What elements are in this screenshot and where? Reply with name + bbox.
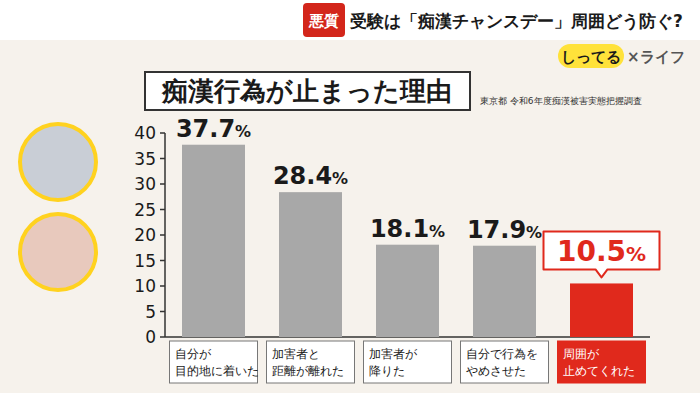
y-tick-label: 15	[134, 251, 156, 271]
category-label: 自分で行為をやめさせた	[466, 347, 538, 378]
category-line: 止めてくれた	[563, 364, 635, 378]
background	[0, 0, 700, 393]
header-band	[0, 0, 700, 40]
category-label: 加害者と距離が離れた	[272, 347, 344, 378]
bar	[279, 192, 342, 337]
category-label: 加害者が降りた	[369, 347, 418, 378]
category-box	[558, 341, 646, 383]
bars	[182, 145, 633, 337]
category-label: 自分が目的地に着いた	[175, 347, 259, 378]
data-label-number: 17.9	[467, 216, 526, 244]
bar	[570, 283, 633, 337]
y-tick	[160, 285, 165, 287]
data-label-unit: %	[235, 122, 251, 141]
header-tag-box	[303, 3, 345, 37]
presenter-photo	[20, 214, 96, 290]
category-label: 周囲が止めてくれた	[563, 347, 635, 378]
category-line: 周囲が	[563, 347, 600, 361]
bar	[473, 246, 536, 337]
category-line: 距離が離れた	[272, 364, 344, 378]
data-label: 37.7%	[176, 115, 251, 143]
y-tick	[160, 132, 165, 134]
y-tick	[160, 234, 165, 236]
y-tick	[160, 183, 165, 185]
category-line: 降りた	[369, 364, 405, 378]
logo-box	[558, 44, 624, 68]
data-label: 28.4%	[273, 162, 348, 190]
header-tag: 悪質	[308, 12, 339, 30]
y-tick-label: 20	[134, 225, 156, 245]
bar	[376, 245, 439, 337]
data-label-unit: %	[626, 242, 646, 266]
y-tick-label: 0	[145, 327, 156, 347]
category-box	[170, 341, 258, 383]
y-tick	[160, 158, 165, 160]
data-label-number: 18.1	[370, 215, 429, 243]
y-tick-label: 10	[134, 276, 156, 296]
y-tick-label: 5	[145, 302, 156, 322]
category-line: 加害者と	[272, 347, 320, 361]
logo-suffix: ×ライフ	[627, 48, 685, 66]
data-label-number: 10.5	[557, 235, 626, 268]
y-tick	[160, 209, 165, 211]
source: 東京都 令和6年度痴漢被害実態把握調査	[480, 96, 642, 106]
data-label: 10.5%	[557, 235, 646, 268]
data-label-unit: %	[526, 223, 542, 242]
y-tick-label: 30	[134, 174, 156, 194]
category-line: 自分で行為を	[466, 347, 538, 361]
headline: 受験は「痴漢チャンスデー」周囲どう防ぐ?	[350, 11, 683, 31]
data-label-unit: %	[332, 169, 348, 188]
y-tick-label: 25	[134, 200, 156, 220]
y-tick	[160, 311, 165, 313]
y-tick-label: 35	[134, 149, 156, 169]
y-tick	[160, 260, 165, 262]
y-tick-label: 40	[134, 123, 156, 143]
data-label: 17.9%	[467, 216, 542, 244]
callout-box	[544, 231, 660, 277]
category-line: やめさせた	[466, 364, 526, 378]
title-box	[145, 72, 470, 110]
title: 痴漢行為が止まった理由	[161, 76, 452, 106]
category-line: 自分が	[175, 347, 212, 361]
category-line: 加害者が	[369, 347, 418, 361]
y-tick	[160, 336, 165, 338]
category-line: 目的地に着いた	[175, 364, 259, 378]
category-box	[461, 341, 549, 383]
category-box	[267, 341, 355, 383]
category-box	[364, 341, 452, 383]
data-label: 18.1%	[370, 215, 445, 243]
data-label-number: 37.7	[176, 115, 235, 143]
data-label-unit: %	[429, 222, 445, 241]
presenter-photo	[20, 124, 96, 200]
data-label-number: 28.4	[273, 162, 332, 190]
bar	[182, 145, 245, 337]
logo: しってる	[561, 48, 621, 66]
